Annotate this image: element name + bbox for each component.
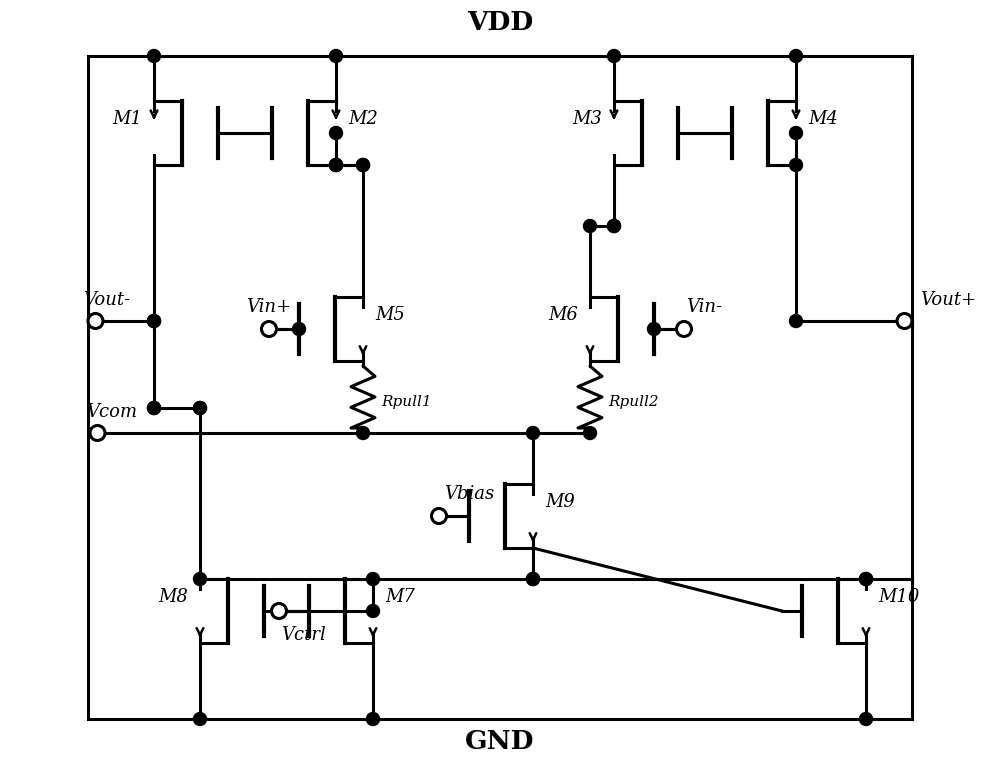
Text: Vctrl: Vctrl — [281, 626, 326, 644]
Circle shape — [790, 49, 802, 62]
Text: M6: M6 — [548, 306, 578, 324]
Circle shape — [356, 426, 370, 439]
Circle shape — [330, 159, 343, 171]
Text: M8: M8 — [158, 588, 188, 606]
Circle shape — [330, 159, 343, 171]
Text: M1: M1 — [112, 110, 142, 128]
Circle shape — [193, 573, 207, 585]
Text: Vout+: Vout+ — [920, 291, 976, 309]
Circle shape — [148, 49, 160, 62]
Circle shape — [367, 573, 380, 585]
Circle shape — [330, 159, 343, 171]
Circle shape — [790, 126, 802, 140]
Circle shape — [608, 49, 620, 62]
Text: GND: GND — [465, 729, 535, 754]
Circle shape — [193, 402, 207, 415]
Text: M7: M7 — [385, 588, 415, 606]
Circle shape — [367, 712, 380, 726]
Circle shape — [648, 322, 660, 335]
Text: M2: M2 — [348, 110, 378, 128]
Circle shape — [431, 509, 446, 524]
Text: Vin+: Vin+ — [246, 298, 292, 316]
Circle shape — [90, 426, 105, 440]
Text: M9: M9 — [545, 493, 575, 511]
Circle shape — [526, 573, 540, 585]
Circle shape — [148, 315, 160, 328]
Circle shape — [584, 426, 596, 439]
Circle shape — [193, 712, 207, 726]
Circle shape — [526, 426, 540, 439]
Circle shape — [608, 220, 620, 233]
Circle shape — [88, 314, 103, 328]
Circle shape — [272, 604, 287, 618]
Text: Rpull2: Rpull2 — [608, 395, 659, 409]
Text: M5: M5 — [375, 306, 405, 324]
Circle shape — [608, 220, 620, 233]
Text: Vin-: Vin- — [686, 298, 722, 316]
Circle shape — [897, 314, 912, 328]
Circle shape — [330, 126, 343, 140]
Circle shape — [148, 402, 160, 415]
Circle shape — [356, 159, 370, 171]
Circle shape — [367, 604, 380, 618]
Circle shape — [860, 712, 872, 726]
Circle shape — [584, 220, 596, 233]
Text: VDD: VDD — [467, 10, 533, 35]
Text: Vout-: Vout- — [83, 291, 130, 309]
Circle shape — [790, 315, 802, 328]
Circle shape — [676, 322, 692, 336]
Circle shape — [790, 159, 802, 171]
Circle shape — [526, 573, 540, 585]
Text: Rpull1: Rpull1 — [381, 395, 432, 409]
Circle shape — [330, 49, 343, 62]
Circle shape — [292, 322, 306, 335]
Circle shape — [148, 315, 160, 328]
Circle shape — [148, 402, 160, 415]
Text: M4: M4 — [808, 110, 838, 128]
Circle shape — [860, 573, 872, 585]
Circle shape — [860, 573, 872, 585]
Circle shape — [356, 159, 370, 171]
Circle shape — [262, 322, 276, 336]
Text: Vbias: Vbias — [444, 485, 494, 503]
Text: M3: M3 — [572, 110, 602, 128]
Text: Vcom: Vcom — [86, 403, 137, 421]
Circle shape — [193, 402, 207, 415]
Text: M10: M10 — [878, 588, 919, 606]
